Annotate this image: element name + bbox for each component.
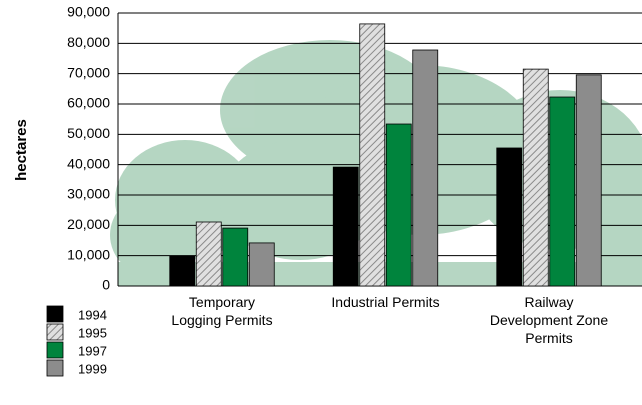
legend-label: 1997 (78, 343, 107, 358)
bar (575, 74, 602, 287)
legend-swatch (46, 341, 64, 359)
bar (195, 221, 222, 287)
y-tick-label: 70,000 (67, 64, 110, 80)
y-tick-label: 20,000 (67, 216, 110, 232)
bar (549, 96, 576, 287)
bar (359, 23, 386, 287)
bar (332, 166, 359, 287)
legend-label: 1999 (78, 361, 107, 376)
y-tick-label: 30,000 (67, 186, 110, 202)
x-tick-label: Railway Development Zone Permits (489, 294, 609, 346)
y-tick-label: 10,000 (67, 246, 110, 262)
y-tick-label: 60,000 (67, 95, 110, 111)
bar (385, 123, 412, 287)
bar (496, 147, 523, 287)
y-tick-label: 0 (102, 277, 110, 293)
y-tick-label: 80,000 (67, 34, 110, 50)
bar (222, 227, 249, 287)
y-tick-label: 90,000 (67, 4, 110, 20)
y-tick-label: 40,000 (67, 155, 110, 171)
y-tick-label: 50,000 (67, 125, 110, 141)
legend-label: 1995 (78, 325, 107, 340)
x-tick-label: Temporary Logging Permits (171, 294, 273, 328)
legend-label: 1994 (78, 307, 107, 322)
legend-swatch (46, 359, 64, 377)
bar (522, 68, 549, 287)
legend-swatch (46, 323, 64, 341)
bar (248, 242, 275, 287)
bar (412, 49, 439, 287)
legend-swatch (46, 305, 64, 323)
x-tick-label: Industrial Permits (331, 294, 440, 310)
bar (169, 255, 196, 287)
y-axis-label: hectares (13, 119, 30, 181)
